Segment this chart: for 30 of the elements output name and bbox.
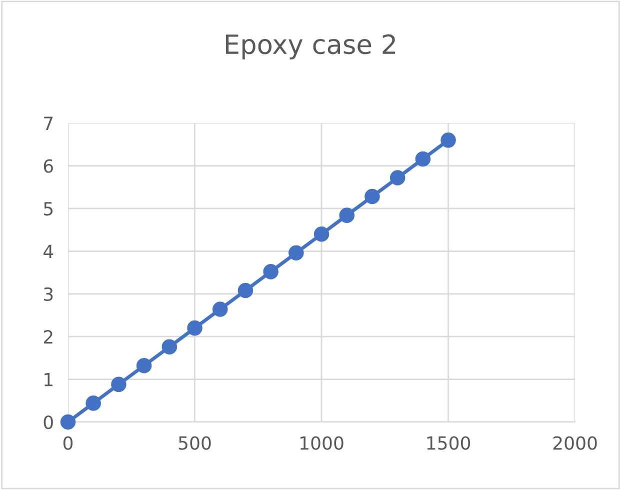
x-tick-label: 1000 bbox=[300, 436, 344, 450]
point bbox=[212, 302, 228, 317]
y-tick-label: 0 bbox=[44, 415, 53, 430]
y-tick-label: 4 bbox=[44, 244, 54, 258]
point bbox=[415, 151, 431, 167]
x-tick-label: 500 bbox=[178, 436, 211, 450]
point bbox=[86, 396, 101, 411]
x-tick-label: 1500 bbox=[427, 436, 470, 450]
x-tick-label: 0 bbox=[63, 436, 73, 450]
point bbox=[339, 208, 355, 223]
y-tick-label: 7 bbox=[44, 116, 53, 130]
point bbox=[288, 245, 304, 261]
point bbox=[136, 358, 152, 374]
chart-title: Epoxy case 2 bbox=[226, 34, 395, 60]
point bbox=[364, 188, 380, 204]
y-tick-label: 1 bbox=[44, 372, 52, 386]
point bbox=[60, 414, 76, 430]
point bbox=[162, 339, 178, 354]
point bbox=[263, 264, 278, 280]
y-tick-label: 6 bbox=[44, 159, 53, 173]
y-tick-label: 3 bbox=[44, 287, 53, 302]
x-tick-label: 2000 bbox=[553, 436, 597, 450]
y-tick-label: 2 bbox=[44, 330, 52, 344]
point bbox=[390, 170, 406, 186]
point bbox=[314, 226, 330, 242]
y-tick-label: 5 bbox=[44, 202, 53, 216]
point bbox=[238, 282, 254, 298]
point bbox=[187, 320, 202, 336]
point bbox=[111, 376, 126, 392]
point bbox=[440, 132, 456, 148]
